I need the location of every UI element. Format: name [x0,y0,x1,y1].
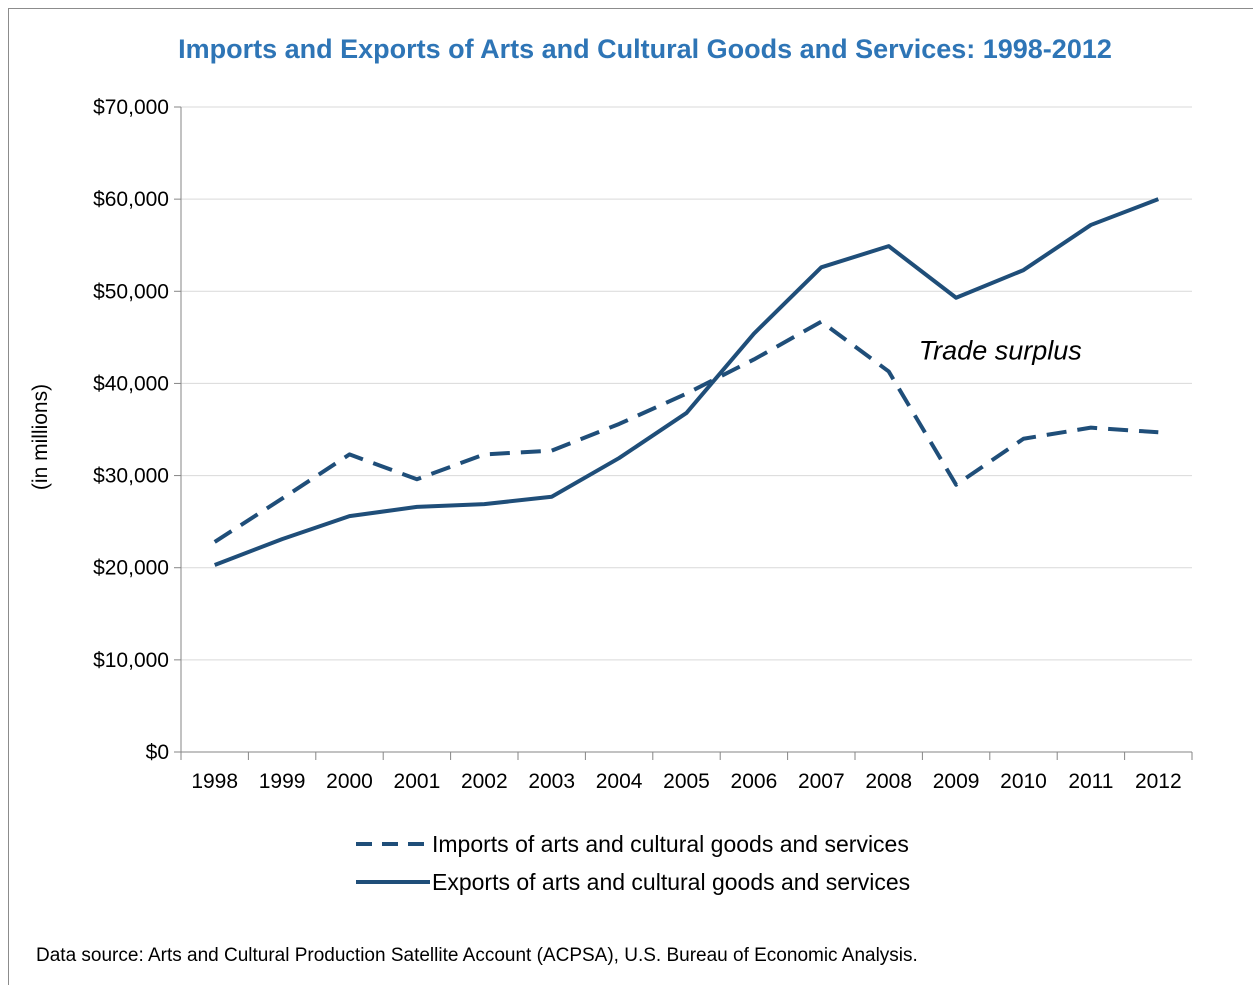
axes [174,106,1193,760]
y-axis-label: (in millions) [29,384,52,490]
x-tick-label: 2005 [663,770,710,793]
x-axis-tick-labels: 1998 1999 2000 2001 2002 2003 2004 2005 2006 2007… [191,770,1181,793]
y-tick-label: $60,000 [93,188,169,211]
y-axis-tick-labels: $0 $10,000 $20,000 $30,000 $40,000 $50,000 $60… [93,96,169,764]
x-tick-label: 2012 [1135,770,1182,793]
series-lines [213,197,1160,567]
data-source-note: Data source: Arts and Cultural Productio… [36,945,918,966]
y-tick-label: $40,000 [93,372,169,395]
imports-series-line [213,319,1159,544]
x-tick-label: 1999 [259,770,306,793]
legend: Imports of arts and cultural goods and s… [356,831,910,895]
legend-label: Exports of arts and cultural goods and s… [432,869,910,895]
x-tick-label: 1998 [191,770,238,793]
gridlines [181,106,1192,661]
x-tick-label: 2008 [865,770,912,793]
y-tick-label: $30,000 [93,465,169,488]
x-tick-label: 2000 [326,770,373,793]
x-tick-label: 2002 [461,770,508,793]
annotations: Trade surplus [919,336,1082,366]
y-tick-label: $50,000 [93,280,169,303]
y-tick-label: $20,000 [93,557,169,580]
trade-surplus-annotation: Trade surplus [919,336,1082,366]
x-tick-label: 2009 [933,770,980,793]
y-tick-label: $0 [146,741,169,764]
exports-series-line [213,197,1160,567]
y-tick-label: $10,000 [93,649,169,672]
chart-frame [8,8,1253,985]
y-tick-label: $70,000 [93,96,169,119]
x-tick-label: 2010 [1000,770,1047,793]
x-tick-label: 2003 [528,770,575,793]
chart-title: Imports and Exports of Arts and Cultural… [178,34,1112,64]
x-tick-label: 2007 [798,770,845,793]
x-tick-label: 2001 [394,770,441,793]
x-tick-label: 2004 [596,770,643,793]
x-tick-label: 2006 [731,770,778,793]
legend-label: Imports of arts and cultural goods and s… [432,831,909,857]
x-tick-label: 2011 [1068,770,1113,793]
